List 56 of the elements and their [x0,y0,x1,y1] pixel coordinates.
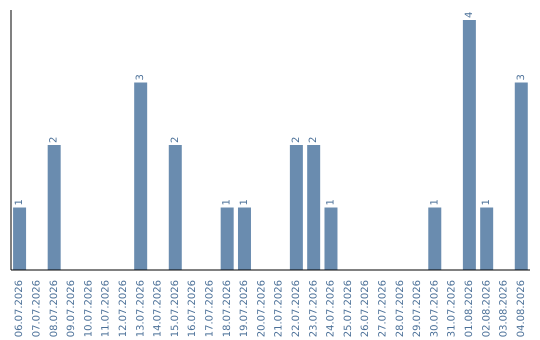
x-tick-label: 15.07.2026 [170,280,181,338]
x-tick-label: 24.07.2026 [326,280,337,338]
data-label: 3 [135,74,146,80]
x-tick-label: 07.07.2026 [31,280,42,338]
x-tick-label: 16.07.2026 [187,280,198,338]
x-tick-label: 20.07.2026 [256,280,268,338]
bar [220,208,234,270]
x-tick-label: 03.08.2026 [498,280,510,338]
x-tick-label: 12.07.2026 [118,280,129,338]
x-tick-label: 22.07.2026 [290,280,302,338]
data-label: 1 [429,199,440,206]
x-tick-label: 25.07.2026 [342,280,354,338]
data-label: 1 [222,199,233,206]
bar [324,208,338,270]
bar [48,145,61,270]
bar [13,208,26,270]
data-label: 2 [48,136,60,143]
x-tick-label: 04.08.2026 [516,280,527,338]
x-tick-label: 01.08.2026 [464,280,475,338]
data-label: 2 [308,136,320,143]
data-label: 4 [464,12,475,18]
data-label: 1 [481,199,492,206]
data-label: 1 [325,199,336,206]
bar [462,20,476,270]
x-tick-label: 08.07.2026 [48,280,60,338]
bar [428,208,442,270]
x-tick-label: 26.07.2026 [360,280,372,338]
x-tick-label: 28.07.2026 [394,280,406,338]
x-tick-label: 19.07.2026 [239,280,250,338]
bar [238,208,251,270]
x-tick-label: 18.07.2026 [222,280,233,338]
x-tick-label: 27.07.2026 [377,280,388,338]
bar [290,145,303,270]
bar [480,208,494,270]
x-tick-label: 11.07.2026 [100,280,112,338]
bar [168,145,182,270]
data-label: 1 [238,199,250,206]
x-tick-label: 02.08.2026 [481,280,492,338]
data-label: 3 [516,74,527,80]
data-label: 2 [170,136,181,143]
x-tick-label: 21.07.2026 [274,280,285,338]
data-label: 2 [290,136,302,143]
x-tick-label: 30.07.2026 [429,280,440,338]
x-tick-label: 10.07.2026 [83,280,94,338]
x-tick-label: 17.07.2026 [204,280,216,338]
bar [134,82,148,270]
x-tick-label: 14.07.2026 [152,280,164,338]
data-label: 1 [14,199,26,206]
bar [307,145,320,270]
x-tick-label: 09.07.2026 [66,280,78,338]
x-tick-label: 13.07.2026 [135,280,146,338]
x-tick-label: 31.07.2026 [446,280,458,338]
x-tick-label: 06.07.2026 [14,280,26,338]
x-tick-label: 29.07.2026 [412,280,424,338]
bar [514,82,528,270]
x-tick-label: 23.07.2026 [308,280,320,338]
